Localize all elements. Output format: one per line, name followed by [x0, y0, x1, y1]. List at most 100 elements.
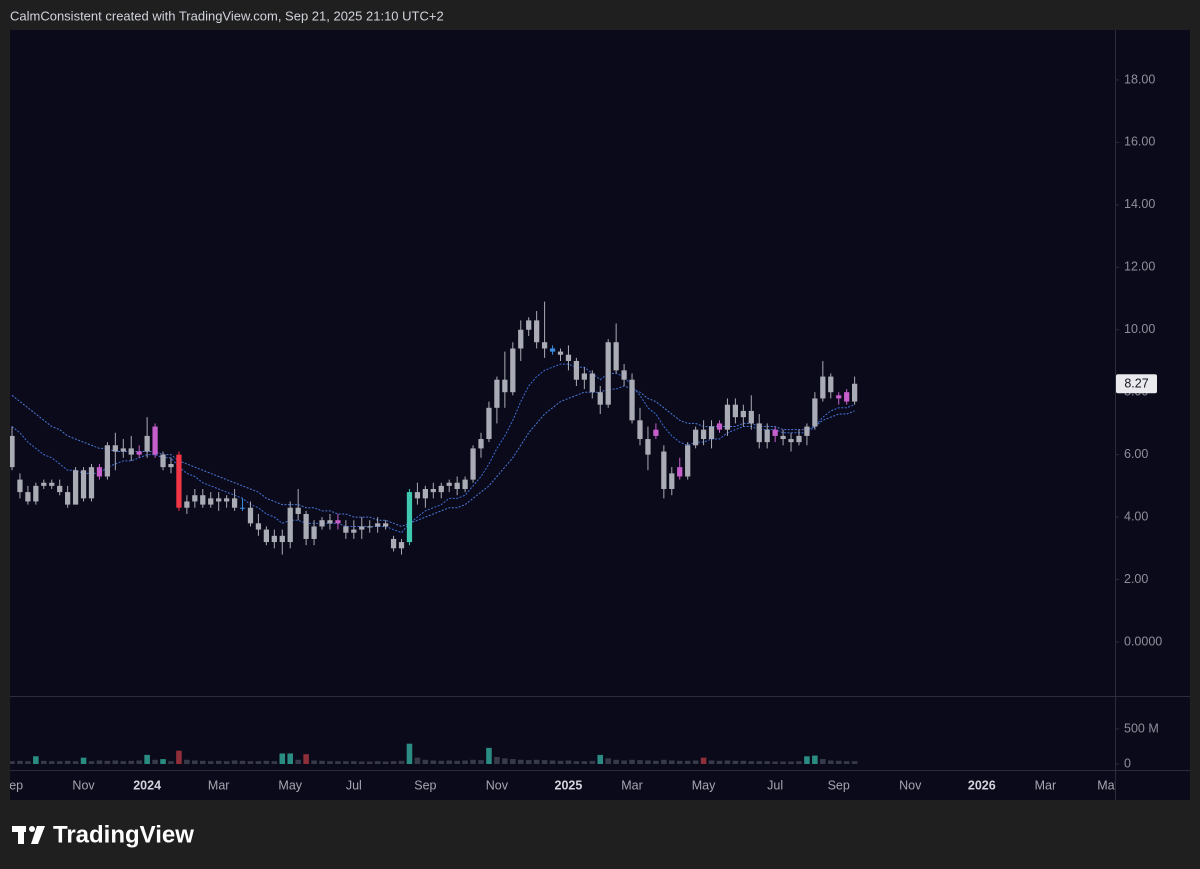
candle-body	[231, 498, 238, 508]
volume-bar	[661, 759, 667, 764]
y-tick-label: 14.00	[1124, 197, 1155, 211]
candle-body	[271, 535, 277, 543]
candle-body	[17, 479, 23, 493]
candle-body	[565, 354, 572, 361]
candle-body	[176, 454, 182, 508]
volume-tick-label: 500 M	[1124, 721, 1159, 735]
candle-body	[398, 542, 405, 549]
volume-bar	[533, 759, 540, 764]
volume-bar	[168, 761, 174, 764]
volume-bar	[287, 753, 294, 764]
volume-bar	[414, 757, 421, 764]
volume-bar	[820, 759, 826, 764]
volume-bar	[200, 760, 206, 764]
volume-bar	[295, 759, 301, 764]
candle-body	[287, 507, 293, 543]
volume-bar	[112, 760, 119, 764]
volume-bar	[573, 761, 580, 764]
volume-bar	[748, 761, 755, 764]
candle-body	[700, 429, 707, 440]
candle-body	[41, 482, 47, 486]
volume-bar	[263, 760, 270, 764]
candle-body	[851, 383, 858, 402]
x-tick-label: 2024	[133, 778, 161, 792]
candle-body	[414, 492, 421, 499]
x-tick-label: Mar	[1035, 778, 1057, 792]
plot-area	[10, 301, 858, 764]
candle-body	[247, 507, 254, 524]
candle-body	[255, 523, 262, 530]
volume-bar	[724, 760, 731, 764]
volume-bar	[732, 760, 739, 764]
volume-bar	[676, 760, 683, 764]
volume-bar	[382, 761, 389, 764]
y-tick-label: 10.00	[1124, 322, 1155, 336]
candle-body	[661, 451, 667, 489]
volume-bar	[462, 760, 468, 764]
x-tick-label: May	[278, 778, 302, 792]
candle-body	[239, 507, 246, 509]
candle-body	[812, 398, 818, 427]
candle-body	[438, 485, 444, 493]
volume-bar	[279, 753, 286, 764]
candle-body	[454, 482, 460, 489]
volume-bar	[311, 760, 317, 764]
volume-bar	[41, 760, 47, 764]
candle-body	[502, 379, 508, 393]
candle-body	[748, 410, 754, 424]
candle-body	[756, 423, 762, 443]
volume-bar	[351, 761, 357, 764]
candle-body	[478, 439, 484, 449]
volume-bar	[454, 760, 460, 764]
volume-bar	[804, 756, 810, 764]
candle-body	[136, 451, 142, 455]
candle-body	[112, 445, 118, 452]
candle-body	[534, 320, 540, 343]
candle-body	[788, 439, 794, 443]
candle-body	[708, 426, 715, 440]
logo	[12, 826, 45, 844]
volume-bar	[223, 761, 230, 764]
candle-body	[796, 435, 802, 443]
candle-body	[144, 435, 150, 452]
volume-bar	[239, 760, 246, 764]
candle-body	[732, 404, 739, 418]
candle-body	[224, 498, 230, 502]
volume-bar	[343, 761, 349, 764]
volume-bar	[247, 761, 254, 764]
axes: 0.00002.004.006.008.0010.0012.0014.0016.…	[10, 72, 1162, 792]
candle-body	[677, 467, 683, 477]
candle-body	[589, 373, 595, 393]
candle-body	[764, 429, 770, 443]
volume-bar	[700, 757, 707, 764]
volume-bar	[366, 761, 373, 764]
candle-body	[351, 529, 357, 533]
candle-body	[462, 479, 468, 489]
volume-bar	[327, 761, 333, 764]
x-tick-label: Nov	[72, 778, 95, 792]
volume-bar	[772, 761, 778, 764]
x-tick-label: Sep	[828, 778, 850, 792]
volume-bar	[144, 754, 150, 764]
candle-body	[80, 470, 87, 499]
candle-body	[685, 445, 691, 477]
x-tick-label: 2025	[555, 778, 583, 792]
x-tick-label: Jul	[346, 778, 362, 792]
volume-bar	[255, 761, 262, 764]
volume-bar	[422, 759, 429, 764]
candle-body	[263, 529, 270, 543]
candle-body	[653, 429, 659, 436]
candle-body	[184, 501, 190, 508]
x-tick-label: Mar	[621, 778, 643, 792]
volume-bar	[96, 760, 103, 764]
candle-body	[836, 395, 842, 399]
candle-body	[96, 467, 103, 477]
candle-body	[518, 329, 524, 349]
volume-bar	[613, 759, 619, 764]
candle-body	[804, 426, 810, 436]
volume-bar	[708, 760, 715, 764]
candle-body	[10, 435, 15, 468]
candle-body	[303, 513, 309, 539]
volume-bar	[207, 761, 214, 764]
